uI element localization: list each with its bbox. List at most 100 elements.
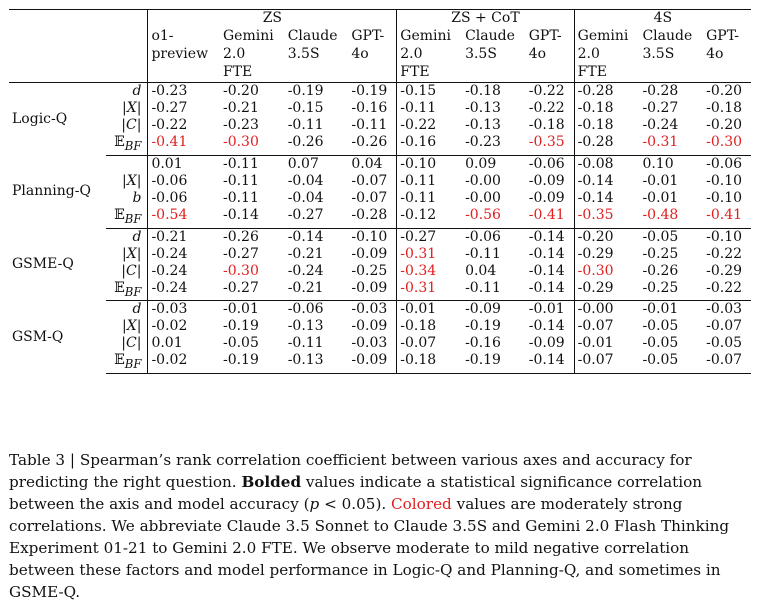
axis-symbol xyxy=(106,155,148,173)
header-model-row: preview 2.0 3.5S 4o 2.0 3.5S 4o 2.0 3.5S 4o xyxy=(9,46,751,64)
table-cell: -0.22 xyxy=(396,117,463,134)
axis-symbol: d xyxy=(132,83,142,99)
table-cell: -0.11 xyxy=(462,279,526,302)
table-cell: -0.18 xyxy=(396,352,463,375)
model-header: Gemini xyxy=(396,28,463,46)
table-cell: -0.24 xyxy=(147,279,220,302)
table-cell: -0.07 xyxy=(706,318,743,335)
table-cell: -0.05 xyxy=(642,318,679,335)
model-header: 2.0 xyxy=(396,46,463,64)
table-cell: -0.41 xyxy=(525,206,575,229)
expectation-subscript: BF xyxy=(124,138,142,153)
table-cell: -0.56 xyxy=(462,206,526,229)
table-cell: -0.18 xyxy=(396,318,463,336)
table-cell: -0.22 xyxy=(147,117,220,134)
caption-mid1: values indicate a statistical significan… xyxy=(9,473,703,513)
table-cell: -0.03 xyxy=(351,301,388,318)
table-cell: -0.27 xyxy=(284,206,349,229)
model-header: FTE xyxy=(219,64,285,83)
table-cell: -0.11 xyxy=(287,117,324,133)
table-cell: -0.19 xyxy=(351,83,388,99)
section-label: GSME-Q xyxy=(12,255,74,272)
table-cell: -0.19 xyxy=(287,83,324,99)
table-cell: -0.24 xyxy=(287,262,324,279)
table-cell: -0.09 xyxy=(351,245,388,262)
table-cell: -0.06 xyxy=(706,155,743,172)
table-cell: -0.00 xyxy=(573,300,640,319)
model-header: Claude xyxy=(287,28,338,44)
table-cell: -0.20 xyxy=(706,117,743,133)
axis-symbol: |C| xyxy=(121,335,142,352)
table-cell: -0.13 xyxy=(287,318,324,335)
table-cell: -0.01 xyxy=(528,301,565,318)
table-cell: -0.27 xyxy=(219,279,285,302)
section-label: GSM-Q xyxy=(12,328,64,345)
table-cell: -0.24 xyxy=(147,262,220,280)
model-header: FTE xyxy=(396,64,463,83)
model-header xyxy=(525,64,575,83)
table-cell: -0.29 xyxy=(573,245,640,263)
caption-mid2: < 0.05). xyxy=(319,495,392,513)
table-cell: -0.14 xyxy=(573,172,640,190)
corner-cell xyxy=(9,28,106,46)
table-cell: -0.11 xyxy=(351,117,388,133)
table-cell: -0.09 xyxy=(348,279,397,302)
table-cell: -0.21 xyxy=(222,100,259,116)
axis-symbol: b xyxy=(132,189,142,206)
table-cell: -0.07 xyxy=(351,189,388,206)
table-cell: -0.10 xyxy=(396,155,463,173)
corner-cell-2 xyxy=(105,9,148,28)
table-cell: -0.22 xyxy=(528,83,565,99)
table-caption: Table 3 | Spearman’s rank correlation co… xyxy=(9,449,753,603)
table-cell: -0.14 xyxy=(528,318,565,335)
table-cell: -0.06 xyxy=(287,301,324,318)
table-cell: -0.11 xyxy=(222,155,259,172)
table-cell: -0.35 xyxy=(525,134,575,156)
table-row: Logic-Q d -0.23 -0.20 -0.19 -0.19 -0.15 -0.18 -0… xyxy=(9,82,751,127)
table-cell: -0.07 xyxy=(573,318,640,336)
model-header: 2.0 xyxy=(573,46,640,64)
expectation-subscript: BF xyxy=(124,284,142,299)
table-cell: -0.30 xyxy=(703,134,751,156)
axis-symbol: d xyxy=(132,301,142,318)
table-cell: -0.01 xyxy=(573,335,640,353)
page: ZS ZS + CoT 4S o1- Gemini Claude GPT- Gemini Cla… xyxy=(9,9,751,601)
table-cell: -0.20 xyxy=(706,83,743,99)
table-cell: -0.11 xyxy=(396,100,463,117)
model-header xyxy=(348,64,397,83)
table-cell: -0.26 xyxy=(284,134,349,156)
table-cell: -0.28 xyxy=(573,134,640,156)
corner-cell xyxy=(9,64,106,83)
table-cell: 0.09 xyxy=(465,155,497,172)
table-cell: -0.06 xyxy=(528,155,565,172)
table-cell: -0.07 xyxy=(703,352,751,375)
table-cell: -0.01 xyxy=(396,300,463,319)
table-cell: -0.23 xyxy=(222,117,259,133)
table-cell: -0.29 xyxy=(706,262,743,279)
expectation-subscript: BF xyxy=(124,211,142,226)
table-cell: -0.00 xyxy=(465,189,501,206)
table-cell: -0.08 xyxy=(573,155,640,173)
table-cell: -0.31 xyxy=(639,134,704,156)
table-row: GSME-Q d -0.21 -0.26 -0.14 -0.10 -0.27 -0.06 -0.… xyxy=(9,228,751,272)
corner-cell xyxy=(9,9,106,28)
table-row: |C| 0.01 -0.05 -0.11 -0.03 -0.07 -0.16 -0.09 -0.… xyxy=(9,335,751,353)
table-cell: -0.11 xyxy=(287,335,324,352)
table-cell: -0.48 xyxy=(639,206,704,229)
table-cell: -0.13 xyxy=(465,117,501,133)
model-header: 4o xyxy=(528,46,547,62)
table-cell: -0.19 xyxy=(219,352,285,375)
table-cell: -0.26 xyxy=(642,262,679,279)
model-header: Claude xyxy=(465,28,515,44)
table-cell: -0.05 xyxy=(642,335,679,352)
table-cell: -0.16 xyxy=(396,134,463,156)
table-cell: -0.15 xyxy=(396,82,463,100)
model-header: 2.0 xyxy=(222,46,246,62)
table-cell: -0.18 xyxy=(573,100,640,117)
table-cell: -0.26 xyxy=(348,134,397,156)
table-cell: -0.25 xyxy=(351,262,388,279)
model-header: Gemini xyxy=(573,28,640,46)
model-header: GPT- xyxy=(351,28,385,44)
table-cell: -0.24 xyxy=(642,117,679,133)
corner-cell-2 xyxy=(106,28,148,46)
